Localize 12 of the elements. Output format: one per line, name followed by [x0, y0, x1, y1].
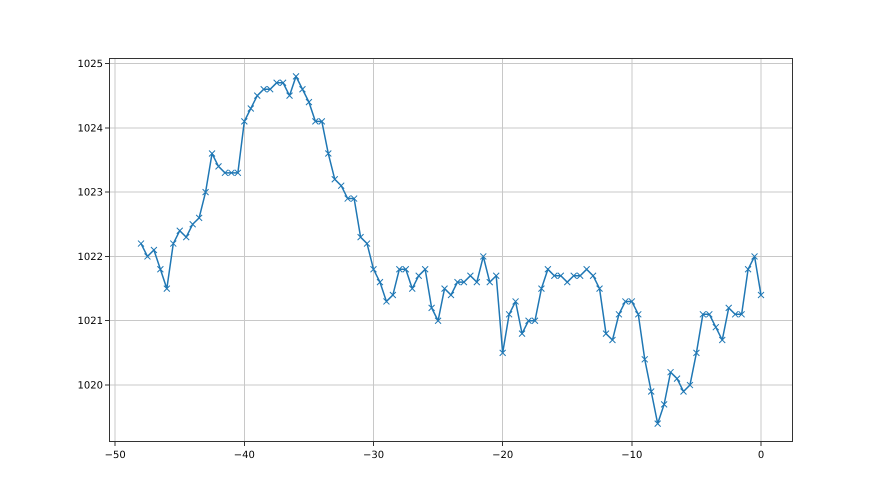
- y-tick-label: 1023: [78, 188, 103, 199]
- x-tick-label: −20: [492, 450, 514, 461]
- y-tick-label: 1024: [78, 123, 103, 134]
- x-tick-label: −50: [104, 450, 126, 461]
- x-tick-label: −40: [234, 450, 255, 461]
- y-tick-label: 1021: [78, 316, 103, 328]
- y-tick-label: 1020: [78, 380, 103, 392]
- y-tick-label: 1022: [78, 252, 103, 263]
- y-tick-label: 1025: [78, 59, 103, 70]
- x-tick-label: 0: [758, 450, 764, 461]
- x-tick-label: −10: [621, 450, 642, 461]
- x-tick-label: −30: [362, 450, 384, 461]
